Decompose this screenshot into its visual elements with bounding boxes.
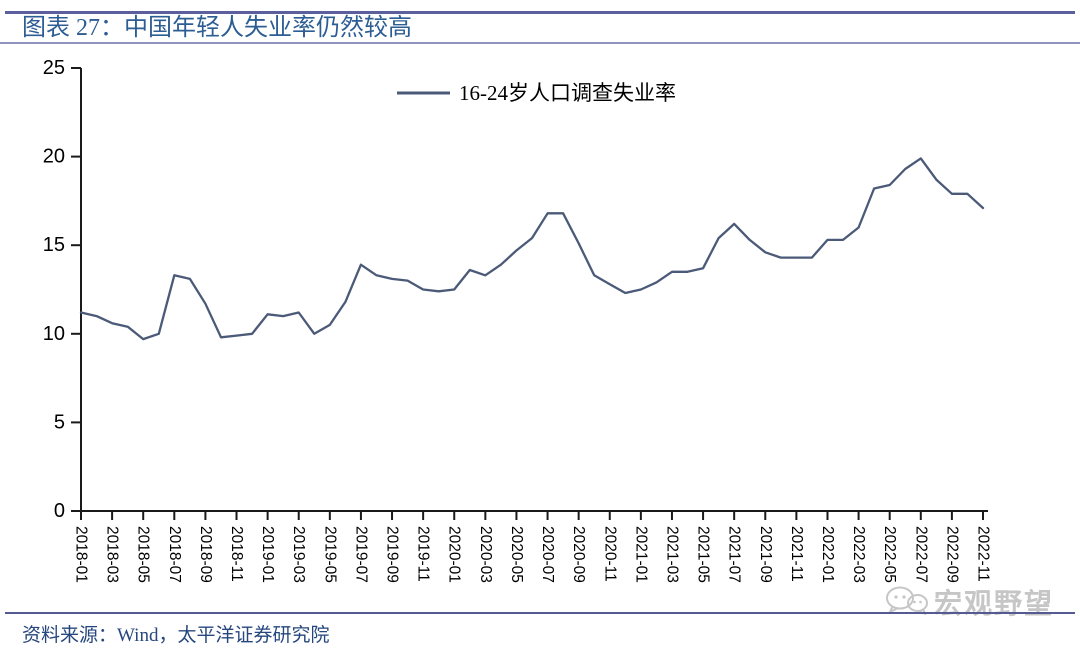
watermark-text: 宏观野望 [934,589,1055,620]
y-tick-label: 20 [43,146,65,168]
y-tick-label: 0 [54,500,65,522]
x-tick-label: 2018-09 [197,526,214,583]
x-tick-label: 2019-03 [290,526,307,583]
x-tick-label: 2022-09 [943,526,960,583]
y-tick-label: 25 [43,57,65,79]
x-tick-label: 2019-09 [384,526,401,583]
watermark: 宏观野望 [884,582,1054,622]
x-tick-label: 2021-09 [757,526,774,583]
x-tick-label: 2018-01 [73,526,90,583]
x-tick-label: 2021-05 [695,526,712,583]
source-note: 资料来源：Wind，太平洋证券研究院 [22,625,330,646]
x-tick-label: 2019-01 [259,526,276,583]
x-tick-label: 2020-11 [601,526,618,582]
x-tick-label: 2018-11 [228,526,245,582]
y-tick-label: 5 [54,411,65,433]
x-tick-label: 2021-01 [632,526,649,583]
x-tick-label: 2019-11 [415,526,432,582]
x-tick-label: 2018-05 [135,526,152,583]
legend-label: 16-24岁人口调查失业率 [459,81,676,105]
x-tick-label: 2018-07 [166,526,183,583]
footer-rule [5,612,1075,614]
x-tick-label: 2018-03 [104,526,121,583]
top-rule [5,11,1075,14]
x-tick-label: 2022-05 [881,526,898,583]
axes [80,68,988,512]
x-tick-label: 2021-07 [726,526,743,583]
x-tick-label: 2019-07 [352,526,369,583]
x-tick-label: 2019-05 [321,526,338,583]
chart-title: 图表 27：中国年轻人失业率仍然较高 [22,15,412,41]
x-tick-label: 2020-05 [508,526,525,583]
x-tick-label: 2020-07 [539,526,556,583]
x-tick-label: 2020-03 [477,526,494,583]
x-tick-label: 2021-03 [663,526,680,583]
x-tick-label: 2022-03 [850,526,867,583]
x-tick-label: 2022-11 [975,526,992,582]
title-underline-rule [0,42,1080,44]
x-tick-label: 2021-11 [788,526,805,582]
y-tick-label: 15 [43,234,65,256]
x-tick-label: 2020-09 [570,526,587,583]
x-tick-label: 2022-01 [819,526,836,583]
x-tick-label: 2022-07 [912,526,929,583]
y-tick-label: 10 [43,323,65,345]
x-tick-label: 2020-01 [446,526,463,583]
series-line [79,157,985,341]
